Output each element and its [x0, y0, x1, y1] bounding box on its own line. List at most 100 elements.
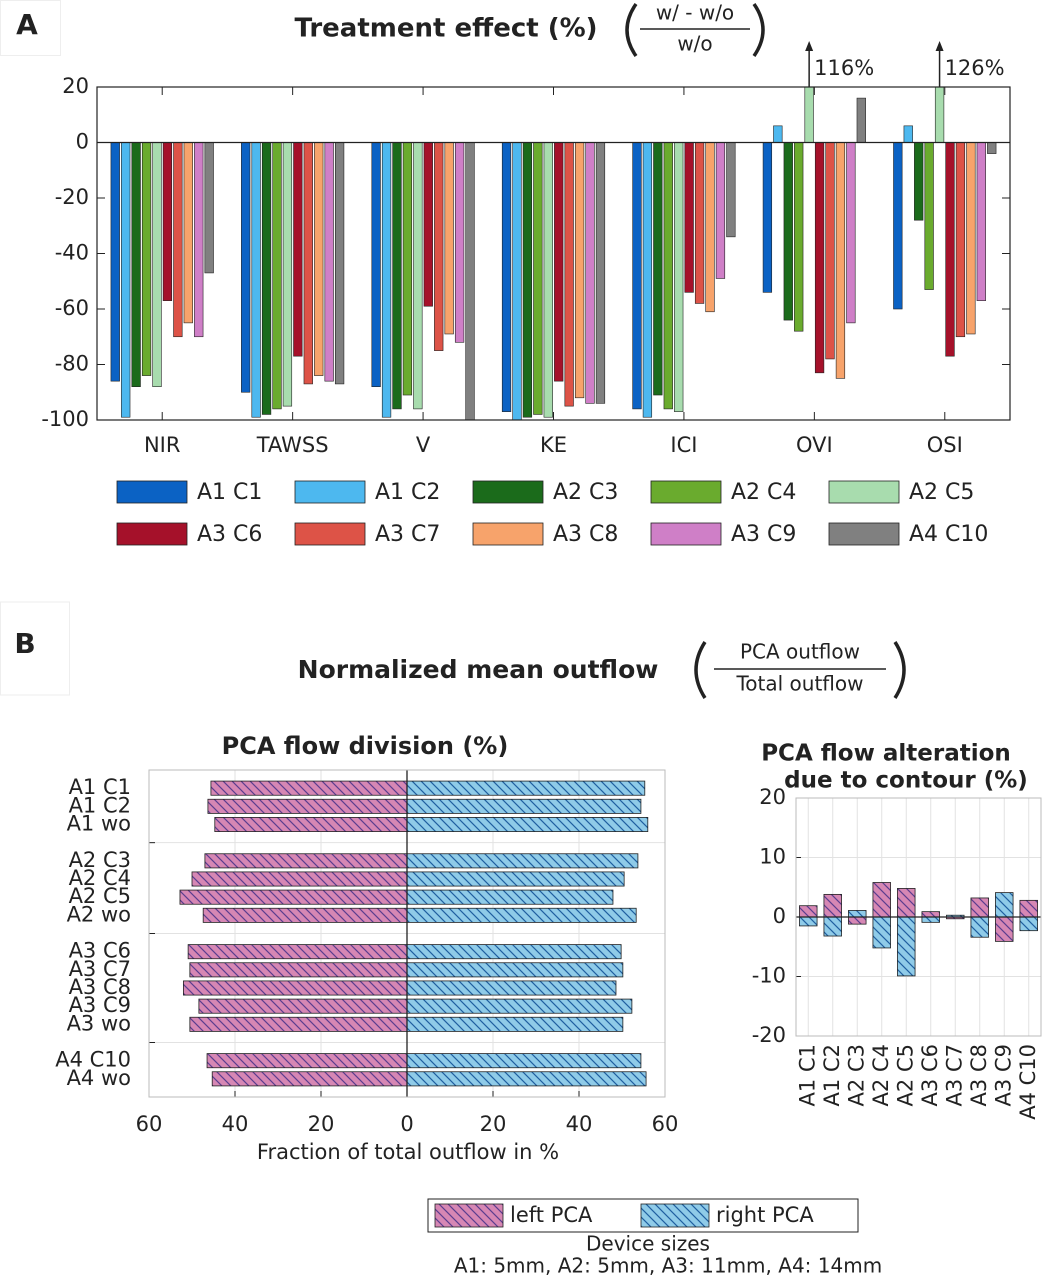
bar	[251, 142, 261, 418]
bar	[162, 142, 173, 301]
bar	[392, 142, 402, 410]
panel-label: B	[14, 627, 35, 660]
x-tick-label: A1 C2	[820, 1044, 844, 1106]
x-tick-label: A3 C6	[918, 1044, 942, 1106]
arrow-head	[805, 41, 814, 51]
bar	[783, 142, 793, 321]
bar	[204, 142, 214, 274]
y-tick-label: A1 C2	[69, 793, 131, 817]
y-tick-label: -100	[41, 407, 89, 431]
bar	[187, 944, 408, 960]
plot-frame	[795, 797, 1042, 1037]
y-tick-label: A3 C6	[69, 939, 131, 963]
bar	[799, 916, 818, 927]
bar	[848, 916, 867, 925]
bar	[663, 142, 673, 410]
bar	[846, 142, 856, 324]
legend-swatch	[434, 1203, 504, 1228]
bar	[632, 142, 642, 410]
bar	[210, 780, 408, 796]
bar	[402, 142, 413, 396]
bar	[966, 142, 976, 335]
legend-label: A1 C1	[197, 480, 262, 505]
legend-swatch	[116, 480, 188, 504]
y-tick-label: A4 C10	[55, 1048, 131, 1072]
bar	[595, 142, 606, 404]
x-axis-label: Fraction of total outflow in %	[257, 1140, 559, 1164]
legend-swatch	[640, 1203, 710, 1228]
bar	[183, 142, 193, 324]
paren	[893, 641, 906, 699]
y-tick-label: -80	[55, 352, 89, 376]
x-tick-label: A3 C8	[967, 1044, 991, 1106]
x-tick-label: KE	[540, 433, 567, 457]
bar	[406, 798, 642, 814]
fraction-numerator: w/ - w/o	[656, 1, 734, 25]
bar	[272, 142, 282, 410]
bar	[653, 142, 663, 396]
bar	[1019, 899, 1038, 918]
bar	[406, 1071, 647, 1087]
arrow-head	[935, 41, 944, 51]
legend-swatch	[116, 522, 188, 546]
bar	[823, 916, 842, 937]
legend-label: A3 C6	[197, 522, 262, 547]
bar	[914, 142, 924, 221]
bar	[642, 142, 653, 418]
fraction-denominator: w/o	[677, 32, 712, 56]
bar	[406, 1016, 624, 1032]
bar	[206, 1053, 408, 1069]
y-tick-label: A2 wo	[67, 902, 131, 926]
legend-swatch	[472, 480, 544, 504]
bar	[674, 142, 684, 412]
bar	[141, 142, 152, 376]
bar	[406, 998, 633, 1014]
bar	[406, 889, 614, 905]
bar	[314, 142, 324, 376]
bar	[406, 944, 622, 960]
bar	[214, 817, 408, 832]
y-tick-label: A3 C9	[69, 993, 131, 1017]
bar	[694, 142, 705, 304]
bar	[903, 125, 913, 143]
bar	[501, 142, 512, 412]
fraction-denominator: Total outflow	[735, 672, 863, 696]
bar	[465, 142, 475, 420]
bar	[825, 142, 835, 360]
y-tick-label: A3 wo	[67, 1011, 131, 1035]
x-tick-label: 20	[308, 1112, 335, 1136]
x-tick-label: 20	[480, 1112, 507, 1136]
bar	[173, 142, 183, 338]
bar	[211, 1071, 408, 1087]
bar	[241, 142, 251, 393]
fraction-numerator: PCA outflow	[740, 640, 860, 664]
legend-label: right PCA	[716, 1203, 814, 1227]
bar	[406, 817, 649, 832]
x-tick-label: 60	[652, 1112, 679, 1136]
bar	[406, 780, 646, 796]
legend-label: A3 C7	[375, 522, 440, 547]
bar	[1019, 916, 1038, 932]
bar	[189, 962, 408, 978]
y-tick-label: 20	[62, 74, 89, 98]
y-tick-label: A4 wo	[67, 1066, 131, 1090]
bar	[543, 142, 553, 418]
bar	[182, 980, 408, 996]
y-tick-label: A2 C4	[69, 866, 131, 890]
x-tick-label: A2 C3	[844, 1044, 868, 1106]
panel-label: A	[16, 8, 38, 41]
bar	[897, 916, 916, 977]
bar	[434, 142, 444, 351]
legend-label: A4 C10	[909, 522, 988, 547]
bar	[924, 142, 934, 290]
y-tick-label: -20	[752, 1023, 786, 1047]
x-tick-label: A1 C1	[795, 1044, 819, 1106]
bar	[684, 142, 694, 293]
bar	[406, 871, 625, 887]
bar	[207, 798, 408, 814]
legend-label: A3 C8	[553, 522, 618, 547]
bar	[413, 142, 423, 410]
bar	[324, 142, 334, 382]
bar	[955, 142, 966, 338]
bar	[945, 142, 955, 357]
